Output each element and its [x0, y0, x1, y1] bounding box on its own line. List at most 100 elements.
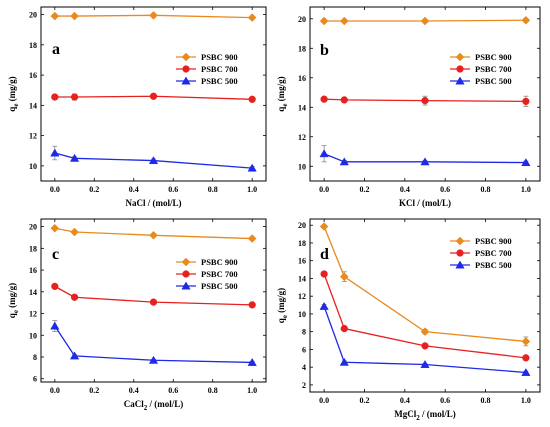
series-psbc-500 [50, 320, 257, 366]
panel-letter: a [52, 41, 60, 58]
data-point [319, 149, 329, 158]
data-point [320, 95, 328, 103]
series-line [54, 152, 253, 169]
y-tick-label: 8 [302, 328, 306, 337]
legend-marker [455, 236, 465, 246]
x-tick-label: 0.6 [168, 185, 178, 194]
legend: PSBC 900 PSBC 700 PSBC 500 [176, 257, 238, 291]
data-point [521, 158, 531, 167]
series-psbc-700 [51, 282, 256, 309]
data-point [149, 10, 158, 20]
data-point [69, 153, 80, 162]
series-line [54, 95, 253, 100]
y-axis-label-main: q [276, 107, 286, 112]
chart-panel-b: 0.0 0.2 0.4 0.6 0.8 1.0 10 12 14 16 18 20 KCl / (mol… [276, 6, 541, 208]
y-tick-label: 12 [298, 133, 306, 142]
data-point [70, 93, 79, 101]
y-tick-label: 2 [302, 381, 306, 390]
y-tick-label: 6 [302, 345, 306, 354]
legend-label: PSBC 500 [475, 260, 512, 270]
legend-marker [182, 270, 190, 278]
panel-letter: b [320, 42, 329, 59]
x-tick-label: 0.2 [89, 386, 99, 395]
y-tick-label: 6 [33, 375, 37, 384]
legend-label: PSBC 700 [475, 248, 512, 258]
x-axis-label: CaCl2 / (mol/L) [124, 399, 184, 412]
x-axis-label: KCl / (mol/L) [399, 198, 451, 208]
legend: PSBC 900 PSBC 700 PSBC 500 [176, 52, 238, 86]
data-point [521, 367, 531, 376]
data-point [149, 298, 158, 306]
legend-label: PSBC 500 [201, 76, 238, 86]
data-point [148, 156, 159, 165]
x-tick-label: 0.4 [400, 185, 410, 194]
legend-marker [181, 76, 191, 85]
legend-label: PSBC 700 [201, 64, 238, 74]
data-point [420, 327, 430, 337]
data-point [522, 97, 530, 106]
y-tick-label: 18 [298, 239, 306, 248]
series-line [323, 306, 526, 374]
y-tick-label: 16 [29, 71, 37, 80]
y-tick-label: 8 [33, 353, 37, 362]
y-axis-label-unit: (mg/g) [276, 288, 286, 315]
y-tick-label: 18 [29, 41, 37, 50]
chart-panel-c: 0.0 0.2 0.4 0.6 0.8 1.0 6 8 10 12 14 16 18 20 CaCl2 / … [7, 218, 267, 412]
series-psbc-700 [51, 92, 256, 103]
y-axis-label-sub: e [281, 315, 289, 318]
data-point [339, 357, 349, 366]
data-point [50, 11, 60, 21]
x-tick-label: 0.4 [129, 386, 139, 395]
legend-marker [181, 281, 191, 290]
y-axis-label-unit: (mg/g) [7, 283, 17, 310]
x-tick-label: 0.2 [359, 396, 369, 405]
y-axis-label-unit: (mg/g) [7, 76, 17, 103]
y-tick-label: 20 [298, 15, 306, 24]
x-axis-label-sub: 2 [416, 414, 420, 422]
series-psbc-900 [319, 15, 531, 26]
data-point [339, 272, 349, 282]
x-tick-label: 0.8 [481, 185, 491, 194]
y-tick-label: 4 [302, 363, 306, 372]
y-axis-label-main: q [7, 107, 17, 112]
legend-marker [456, 65, 464, 73]
x-tick-label: 0.0 [319, 185, 329, 194]
y-axis-label-sub: e [12, 104, 20, 107]
series-line [324, 98, 526, 103]
series-psbc-900 [50, 223, 257, 243]
data-point [420, 16, 430, 26]
chart-panel-d: 0.0 0.2 0.4 0.6 0.8 1.0 2 4 6 8 10 12 14 16 18 20 MgCl2 … [276, 218, 541, 422]
data-point [51, 93, 59, 101]
data-point [339, 157, 349, 166]
data-point [420, 360, 430, 368]
legend-label: PSBC 500 [475, 76, 512, 86]
y-tick-label: 10 [298, 310, 306, 319]
legend-marker [182, 65, 190, 73]
data-point [320, 270, 328, 278]
y-tick-label: 14 [298, 274, 306, 283]
legend-label: PSBC 500 [201, 281, 238, 291]
data-point [319, 301, 329, 310]
plot-frame [40, 218, 267, 383]
y-axis-label: qe (mg/g) [7, 283, 20, 318]
y-tick-label: 12 [29, 310, 37, 319]
x-axis-label-sub: 2 [144, 404, 148, 412]
x-axis-label-main: KCl / (mol/L) [399, 198, 451, 208]
data-point [340, 324, 348, 333]
data-point [51, 282, 59, 291]
y-axis-label-main: q [7, 313, 17, 318]
data-point [149, 230, 158, 240]
data-point [248, 301, 256, 309]
y-tick-label: 14 [29, 101, 37, 110]
y-tick-label: 20 [29, 11, 37, 20]
x-axis-label: MgCl2 / (mol/L) [394, 409, 456, 422]
data-point [421, 96, 429, 105]
y-tick-label: 16 [29, 266, 37, 275]
x-tick-label: 0.8 [208, 185, 218, 194]
y-tick-label: 20 [298, 221, 306, 230]
x-tick-label: 0.8 [208, 386, 218, 395]
plot-frame [40, 6, 267, 182]
panel-letter: d [320, 246, 329, 263]
legend-label: PSBC 900 [201, 257, 238, 267]
